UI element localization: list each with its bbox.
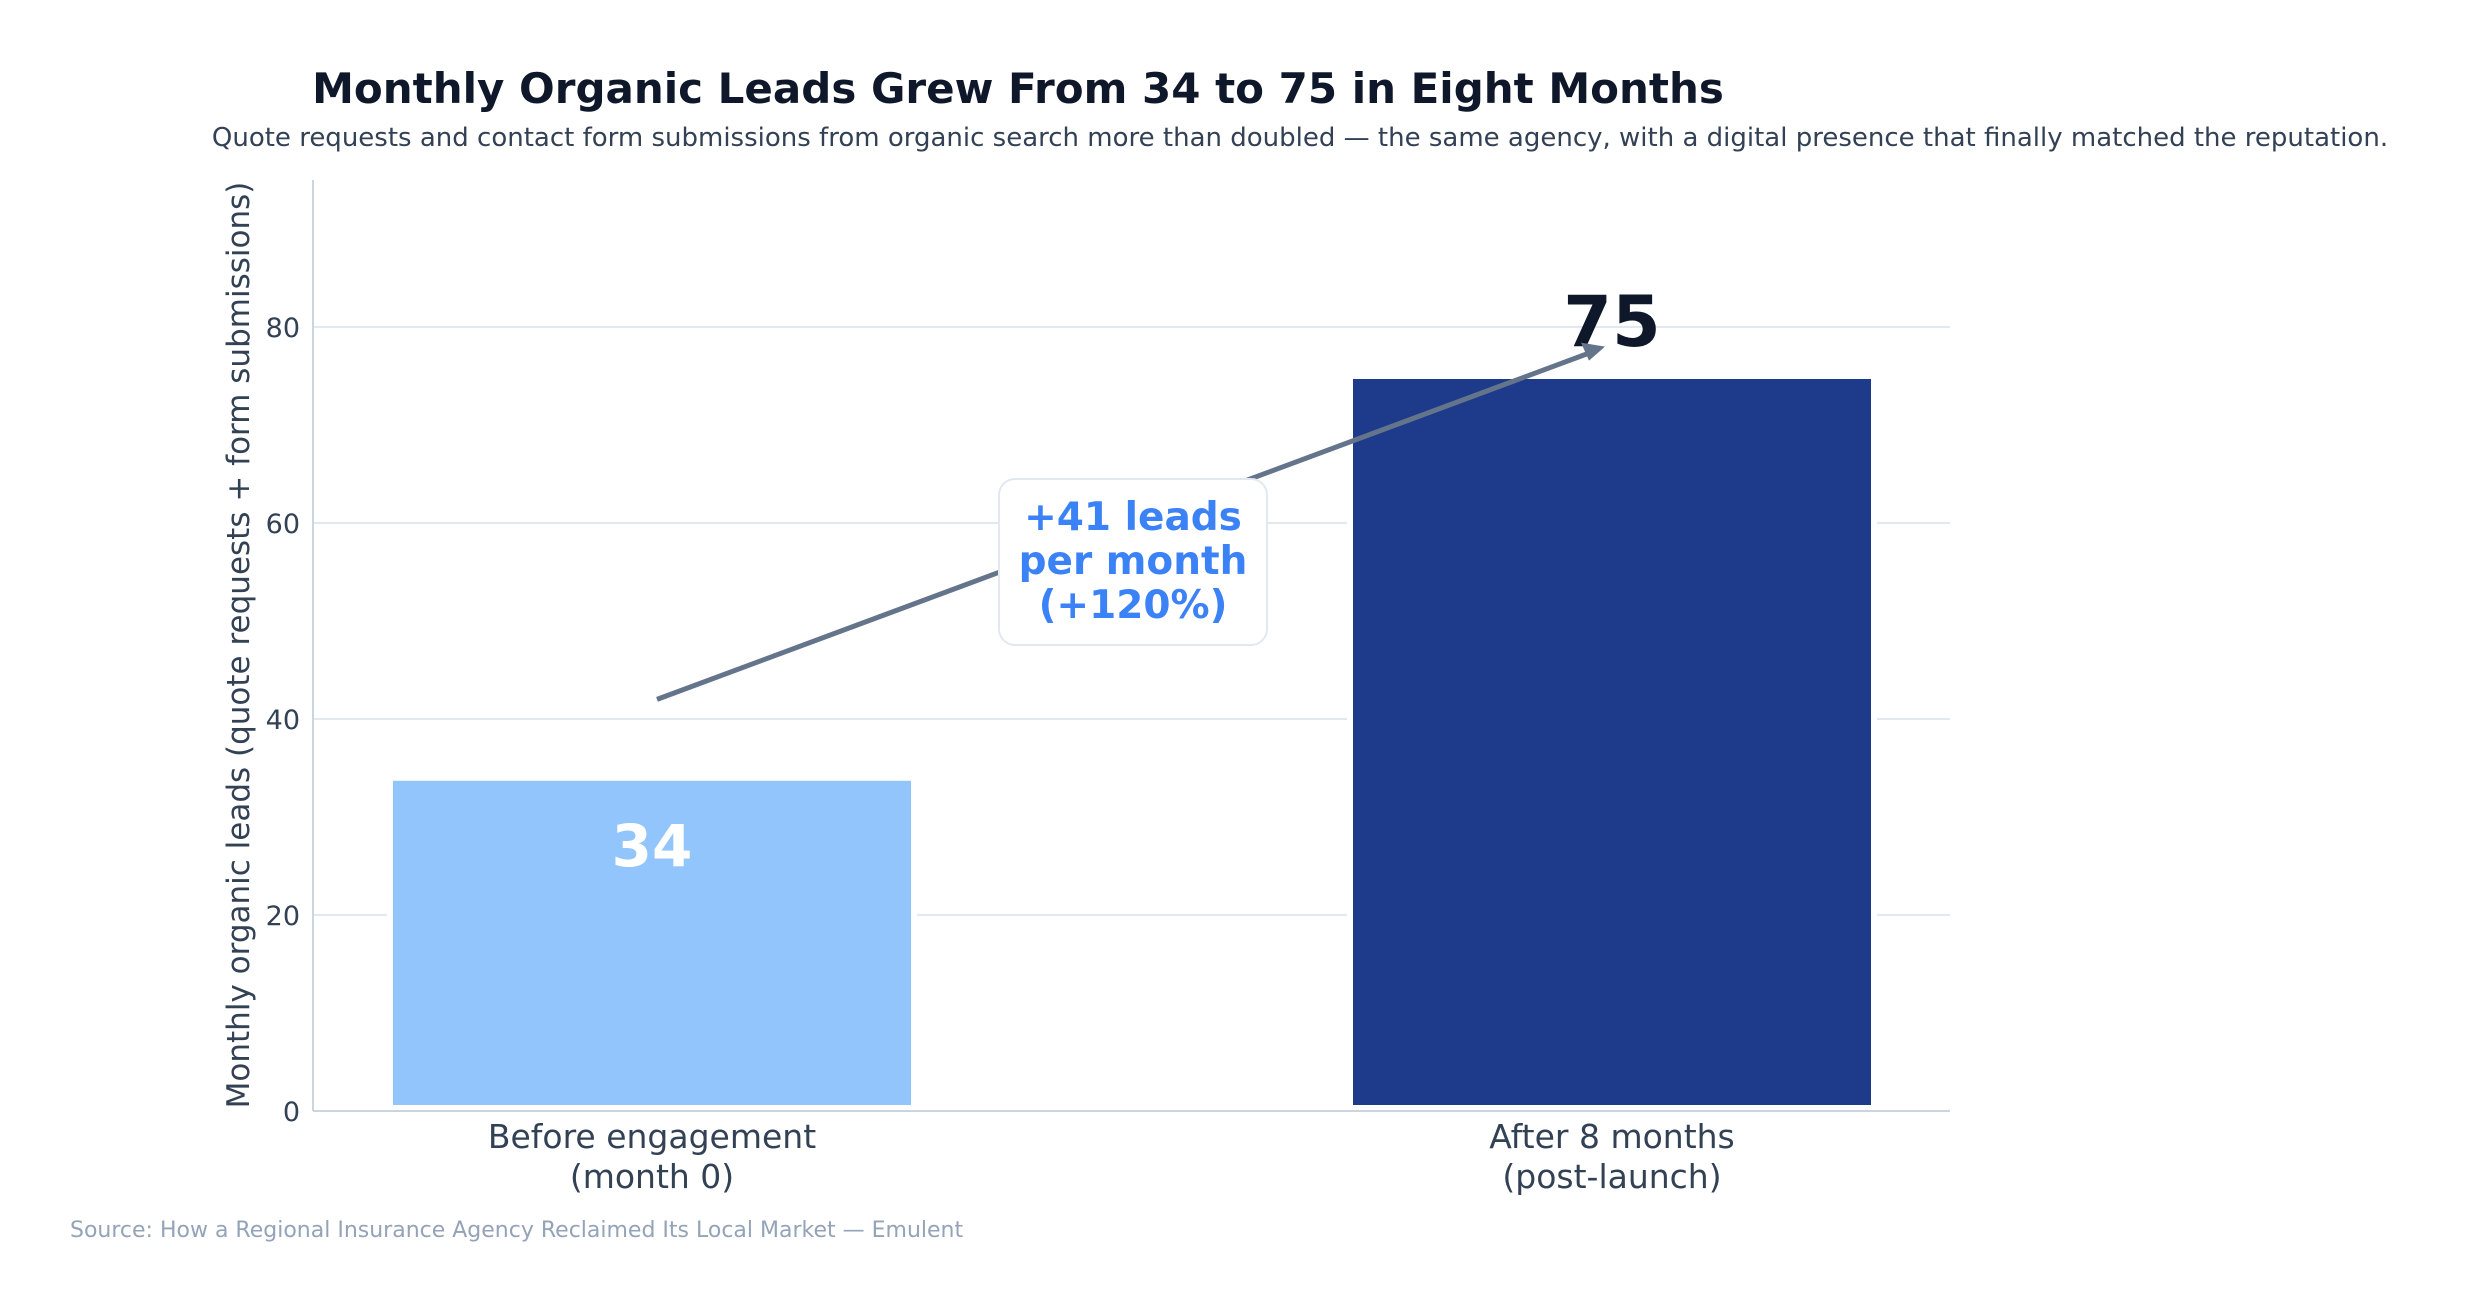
bar-0 [387, 774, 917, 1111]
annotation-text: +41 leads per month (+120%) [1019, 495, 1248, 628]
bars [387, 373, 1877, 1111]
y-axis-label: Monthly organic leads (quote requests + … [221, 182, 257, 1109]
x-category-labels: Before engagement (month 0) After 8 months… [488, 1117, 1735, 1196]
value-labels: 34 75 [612, 281, 1661, 880]
y-tick-labels: 0 20 40 60 80 [266, 313, 300, 1128]
annotation-arrow-head [1581, 342, 1605, 361]
value-label-0: 34 [612, 812, 693, 880]
y-tick-40: 40 [266, 705, 300, 736]
chart-subtitle: Quote requests and contact form submissi… [212, 123, 2388, 153]
x-category-0: Before engagement (month 0) [488, 1117, 816, 1196]
y-tick-80: 80 [266, 313, 300, 344]
chart-title: Monthly Organic Leads Grew From 34 to 75… [312, 64, 1724, 113]
annotation-box [998, 478, 1268, 646]
y-tick-60: 60 [266, 509, 300, 540]
y-tick-0: 0 [283, 1097, 300, 1128]
axes [312, 180, 1950, 1112]
source-note: Source: How a Regional Insurance Agency … [70, 1218, 963, 1243]
value-label-1: 75 [1563, 281, 1660, 363]
x-category-1: After 8 months (post-launch) [1489, 1117, 1735, 1196]
y-tick-20: 20 [266, 901, 300, 932]
bar-1 [1347, 373, 1877, 1111]
growth-annotation: +41 leads per month (+120%) [656, 342, 1605, 702]
